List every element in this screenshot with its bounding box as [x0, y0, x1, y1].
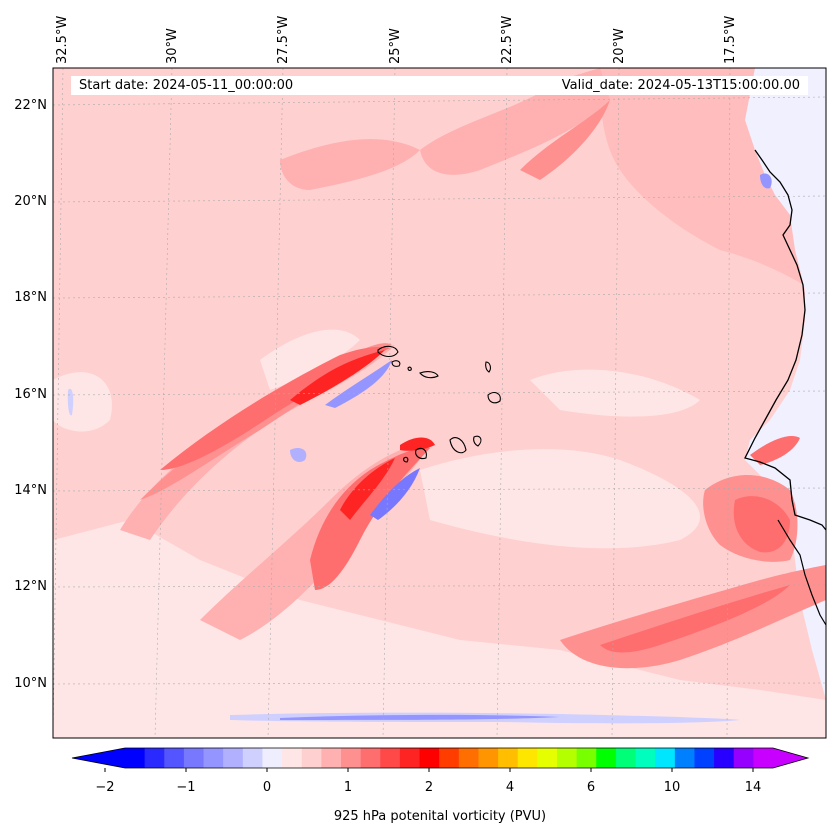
lat-label-22n: 22°N — [14, 98, 47, 113]
colorbar-tick-label: 14 — [744, 780, 762, 795]
colorbar-tick-label: 0 — [262, 780, 272, 795]
lon-label-22-5w: 22.5°W — [500, 15, 515, 64]
colorbar-tick-label: −1 — [176, 780, 196, 795]
colorbar-tick-label: 6 — [586, 780, 596, 795]
colorbar-tick-label: 10 — [663, 780, 681, 795]
lon-label-30w: 30°W — [165, 28, 180, 64]
lat-label-10n: 10°N — [14, 676, 47, 691]
lon-label-27-5w: 27.5°W — [276, 15, 291, 64]
lon-label-20w: 20°W — [612, 28, 627, 64]
lat-label-12n: 12°N — [14, 579, 47, 594]
pv-field — [53, 68, 826, 738]
start-date-label: Start date: 2024-05-11_00:00:00 — [79, 78, 294, 93]
valid-date-label: Valid_date: 2024-05-13T15:00:00.00 — [561, 78, 800, 93]
colorbar-label: 925 hPa potenital vorticity (PVU) — [333, 809, 547, 824]
colorbar-tick-label: 4 — [505, 780, 515, 795]
lat-label-16n: 16°N — [14, 387, 47, 402]
colorbar-tick-label: 2 — [424, 780, 434, 795]
colorbar-tick-label: 1 — [343, 780, 353, 795]
lat-label-14n: 14°N — [14, 483, 47, 498]
lat-label-18n: 18°N — [14, 290, 47, 305]
lon-label-32-5w: 32.5°W — [55, 15, 70, 64]
title-box — [71, 76, 808, 95]
lon-label-25w: 25°W — [388, 28, 403, 64]
lat-label-20n: 20°N — [14, 194, 47, 209]
lon-label-17-5w: 17.5°W — [723, 15, 738, 64]
colorbar-tick-label: −2 — [95, 780, 115, 795]
